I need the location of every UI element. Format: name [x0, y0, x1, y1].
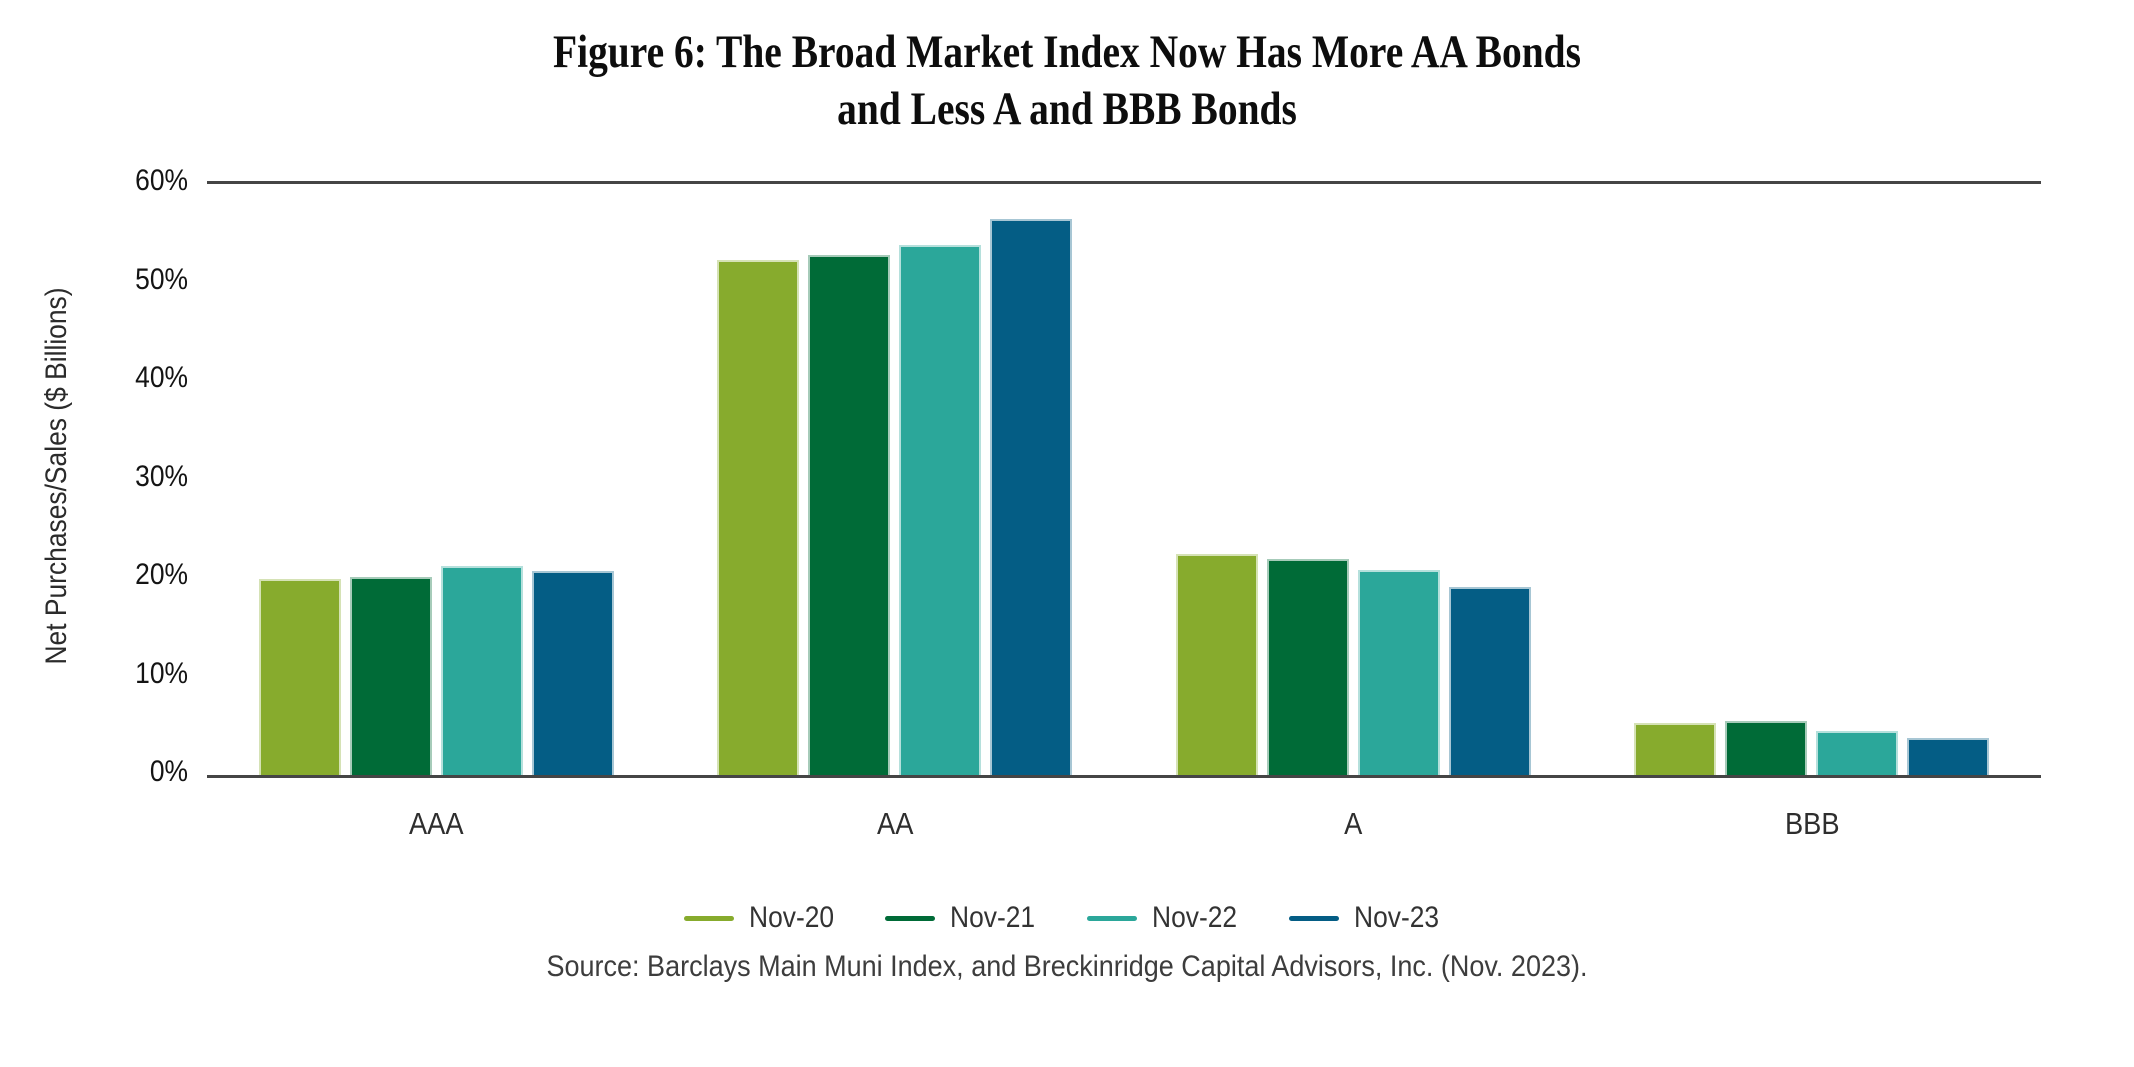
legend-label: Nov-23: [1353, 901, 1439, 934]
bar-group-A: [1124, 184, 1583, 775]
y-tick-20: 20%: [135, 558, 188, 591]
legend: Nov-20 Nov-21 Nov-22 Nov-23: [0, 901, 2134, 935]
legend-marker-icon: [1087, 915, 1137, 921]
legend-item-Nov-21: Nov-21: [885, 901, 1047, 935]
y-tick-0: 0%: [149, 755, 188, 788]
y-tick-60: 60%: [135, 164, 188, 197]
chart-title-line-1: Figure 6: The Broad Market Index Now Has…: [552, 26, 1582, 78]
bar-Nov-20-BBB: [1634, 722, 1717, 775]
y-tick-50: 50%: [135, 262, 188, 296]
bar-Nov-22-A: [1357, 570, 1440, 775]
legend-label: Nov-20: [748, 901, 834, 934]
bar-Nov-21-A: [1266, 559, 1349, 775]
y-tick-30: 30%: [135, 459, 188, 493]
chart-title: Figure 6: The Broad Market Index Now Has…: [171, 24, 1964, 138]
legend-marker-icon: [1288, 915, 1339, 921]
bar-group-BBB: [1583, 184, 2042, 775]
bar-groups: [207, 184, 2041, 775]
x-label-A: A: [1344, 806, 1363, 841]
plot-area: [207, 181, 2041, 778]
source-note: Source: Barclays Main Muni Index, and Br…: [546, 950, 1588, 983]
bar-Nov-23-A: [1448, 586, 1531, 775]
x-label-AA: AA: [876, 806, 913, 841]
bar-Nov-21-AAA: [349, 577, 432, 775]
legend-label: Nov-22: [1152, 901, 1238, 934]
x-label-BBB: BBB: [1784, 806, 1840, 841]
bar-Nov-20-A: [1175, 554, 1258, 775]
bar-Nov-20-AA: [717, 259, 800, 775]
bar-group-AAA: [207, 184, 666, 775]
bar-Nov-23-BBB: [1907, 737, 1990, 775]
legend-item-Nov-23: Nov-23: [1288, 901, 1451, 935]
legend-marker-icon: [885, 915, 936, 921]
bar-Nov-21-AA: [808, 254, 891, 775]
y-tick-10: 10%: [135, 656, 188, 690]
y-tick-40: 40%: [135, 361, 188, 394]
bar-Nov-21-BBB: [1725, 720, 1808, 775]
chart-title-line-2: and Less A and BBB Bonds: [837, 83, 1297, 135]
x-axis-category-labels: AAA AA A BBB: [207, 806, 2041, 842]
legend-marker-icon: [683, 915, 734, 921]
legend-item-Nov-22: Nov-22: [1087, 901, 1249, 935]
bar-group-AA: [666, 184, 1125, 775]
legend-label: Nov-21: [950, 901, 1036, 934]
bar-Nov-20-AAA: [258, 579, 341, 775]
bar-Nov-22-BBB: [1816, 730, 1899, 775]
bar-Nov-23-AA: [990, 219, 1073, 775]
bar-Nov-22-AA: [899, 245, 982, 775]
legend-item-Nov-20: Nov-20: [683, 901, 846, 935]
bar-Nov-23-AAA: [531, 571, 614, 775]
bar-Nov-22-AAA: [440, 566, 523, 775]
y-axis-tick-labels: 0% 10% 20% 30% 40% 50% 60%: [0, 165, 188, 788]
x-label-AAA: AAA: [408, 806, 464, 841]
